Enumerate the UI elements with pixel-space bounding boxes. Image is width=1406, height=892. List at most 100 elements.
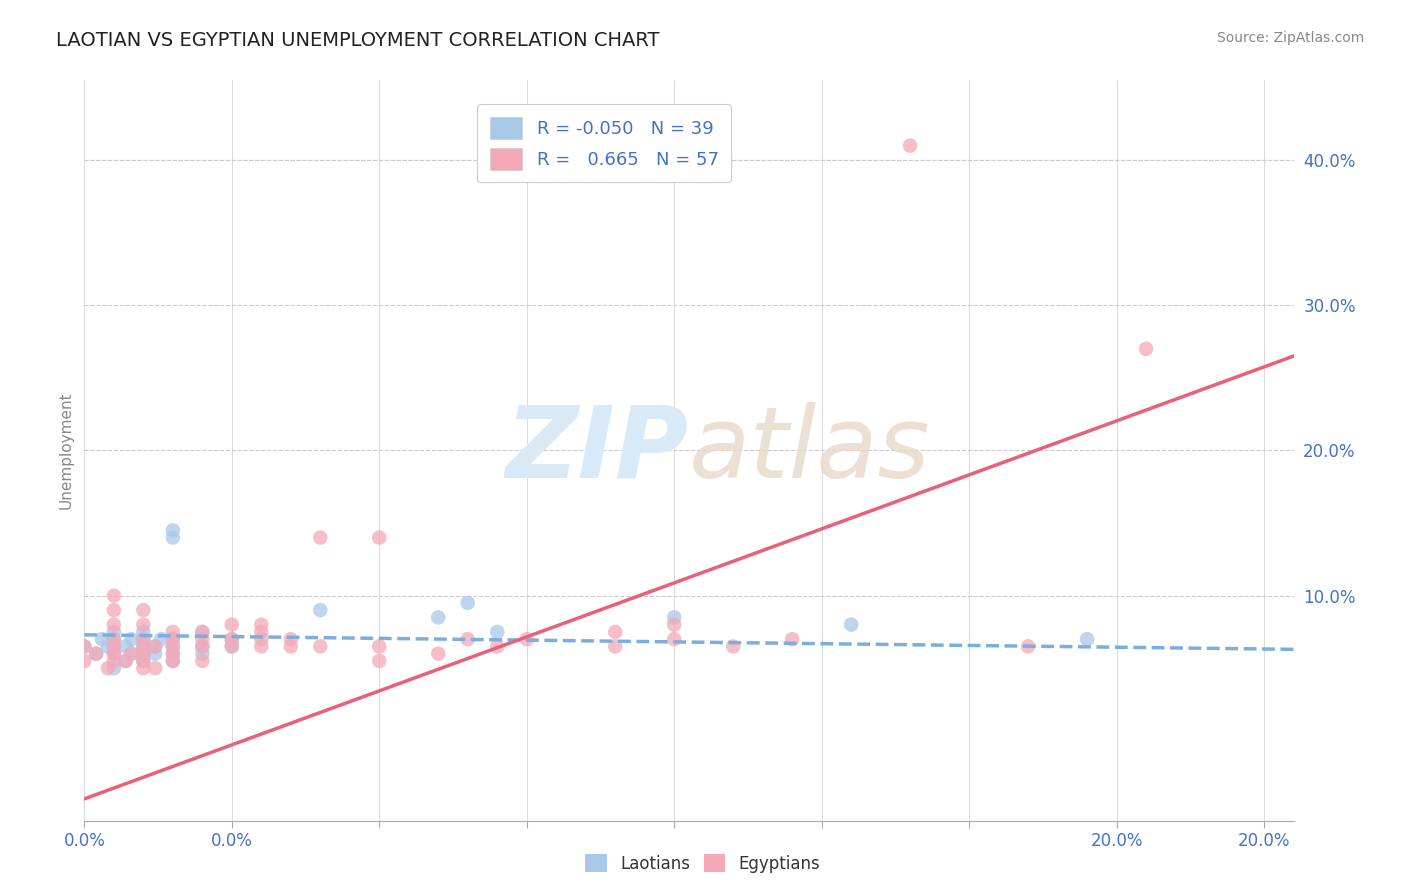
- Point: [132, 632, 155, 647]
- Point: [132, 654, 155, 668]
- Point: [162, 640, 184, 654]
- Point: [91, 632, 114, 647]
- Point: [97, 640, 120, 654]
- Point: [132, 647, 155, 661]
- Point: [839, 617, 862, 632]
- Text: atlas: atlas: [689, 402, 931, 499]
- Point: [191, 647, 214, 661]
- Point: [132, 617, 155, 632]
- Point: [162, 524, 184, 538]
- Point: [132, 654, 155, 668]
- Point: [309, 603, 332, 617]
- Point: [191, 632, 214, 647]
- Point: [605, 624, 627, 639]
- Point: [162, 640, 184, 654]
- Point: [1076, 632, 1098, 647]
- Point: [114, 640, 136, 654]
- Point: [427, 610, 450, 624]
- Point: [309, 640, 332, 654]
- Point: [309, 531, 332, 545]
- Point: [191, 640, 214, 654]
- Point: [132, 640, 155, 654]
- Point: [103, 617, 125, 632]
- Point: [162, 632, 184, 647]
- Point: [664, 617, 686, 632]
- Point: [150, 632, 173, 647]
- Point: [898, 138, 921, 153]
- Point: [103, 640, 125, 654]
- Point: [114, 654, 136, 668]
- Point: [1017, 640, 1039, 654]
- Point: [280, 632, 302, 647]
- Point: [103, 647, 125, 661]
- Point: [250, 617, 273, 632]
- Point: [103, 632, 125, 647]
- Point: [73, 640, 96, 654]
- Point: [73, 654, 96, 668]
- Point: [250, 640, 273, 654]
- Point: [103, 647, 125, 661]
- Point: [162, 654, 184, 668]
- Point: [162, 632, 184, 647]
- Point: [516, 632, 538, 647]
- Point: [221, 632, 243, 647]
- Point: [162, 647, 184, 661]
- Point: [486, 624, 509, 639]
- Point: [73, 640, 96, 654]
- Point: [221, 617, 243, 632]
- Point: [191, 654, 214, 668]
- Text: Source: ZipAtlas.com: Source: ZipAtlas.com: [1216, 31, 1364, 45]
- Point: [143, 647, 166, 661]
- Point: [143, 640, 166, 654]
- Point: [143, 640, 166, 654]
- Point: [84, 647, 107, 661]
- Point: [162, 531, 184, 545]
- Point: [605, 640, 627, 654]
- Point: [221, 632, 243, 647]
- Point: [103, 640, 125, 654]
- Point: [103, 661, 125, 675]
- Point: [84, 647, 107, 661]
- Point: [103, 624, 125, 639]
- Point: [103, 632, 125, 647]
- Point: [221, 640, 243, 654]
- Point: [664, 632, 686, 647]
- Point: [162, 647, 184, 661]
- Point: [132, 632, 155, 647]
- Point: [132, 647, 155, 661]
- Point: [191, 624, 214, 639]
- Text: LAOTIAN VS EGYPTIAN UNEMPLOYMENT CORRELATION CHART: LAOTIAN VS EGYPTIAN UNEMPLOYMENT CORRELA…: [56, 31, 659, 50]
- Point: [121, 632, 143, 647]
- Point: [103, 589, 125, 603]
- Point: [457, 632, 479, 647]
- Point: [103, 603, 125, 617]
- Y-axis label: Unemployment: Unemployment: [58, 392, 73, 509]
- Point: [664, 610, 686, 624]
- Point: [132, 624, 155, 639]
- Point: [486, 640, 509, 654]
- Legend: Laotians, Egyptians: Laotians, Egyptians: [579, 847, 827, 880]
- Legend: R = -0.050   N = 39, R =   0.665   N = 57: R = -0.050 N = 39, R = 0.665 N = 57: [477, 104, 731, 183]
- Point: [121, 647, 143, 661]
- Point: [114, 654, 136, 668]
- Point: [721, 640, 744, 654]
- Point: [132, 661, 155, 675]
- Point: [103, 654, 125, 668]
- Point: [427, 647, 450, 661]
- Text: ZIP: ZIP: [506, 402, 689, 499]
- Point: [457, 596, 479, 610]
- Point: [121, 647, 143, 661]
- Point: [368, 640, 391, 654]
- Point: [132, 640, 155, 654]
- Point: [143, 661, 166, 675]
- Point: [162, 624, 184, 639]
- Point: [280, 640, 302, 654]
- Point: [132, 603, 155, 617]
- Point: [780, 632, 803, 647]
- Point: [97, 661, 120, 675]
- Point: [221, 640, 243, 654]
- Point: [250, 624, 273, 639]
- Point: [250, 632, 273, 647]
- Point: [368, 531, 391, 545]
- Point: [368, 654, 391, 668]
